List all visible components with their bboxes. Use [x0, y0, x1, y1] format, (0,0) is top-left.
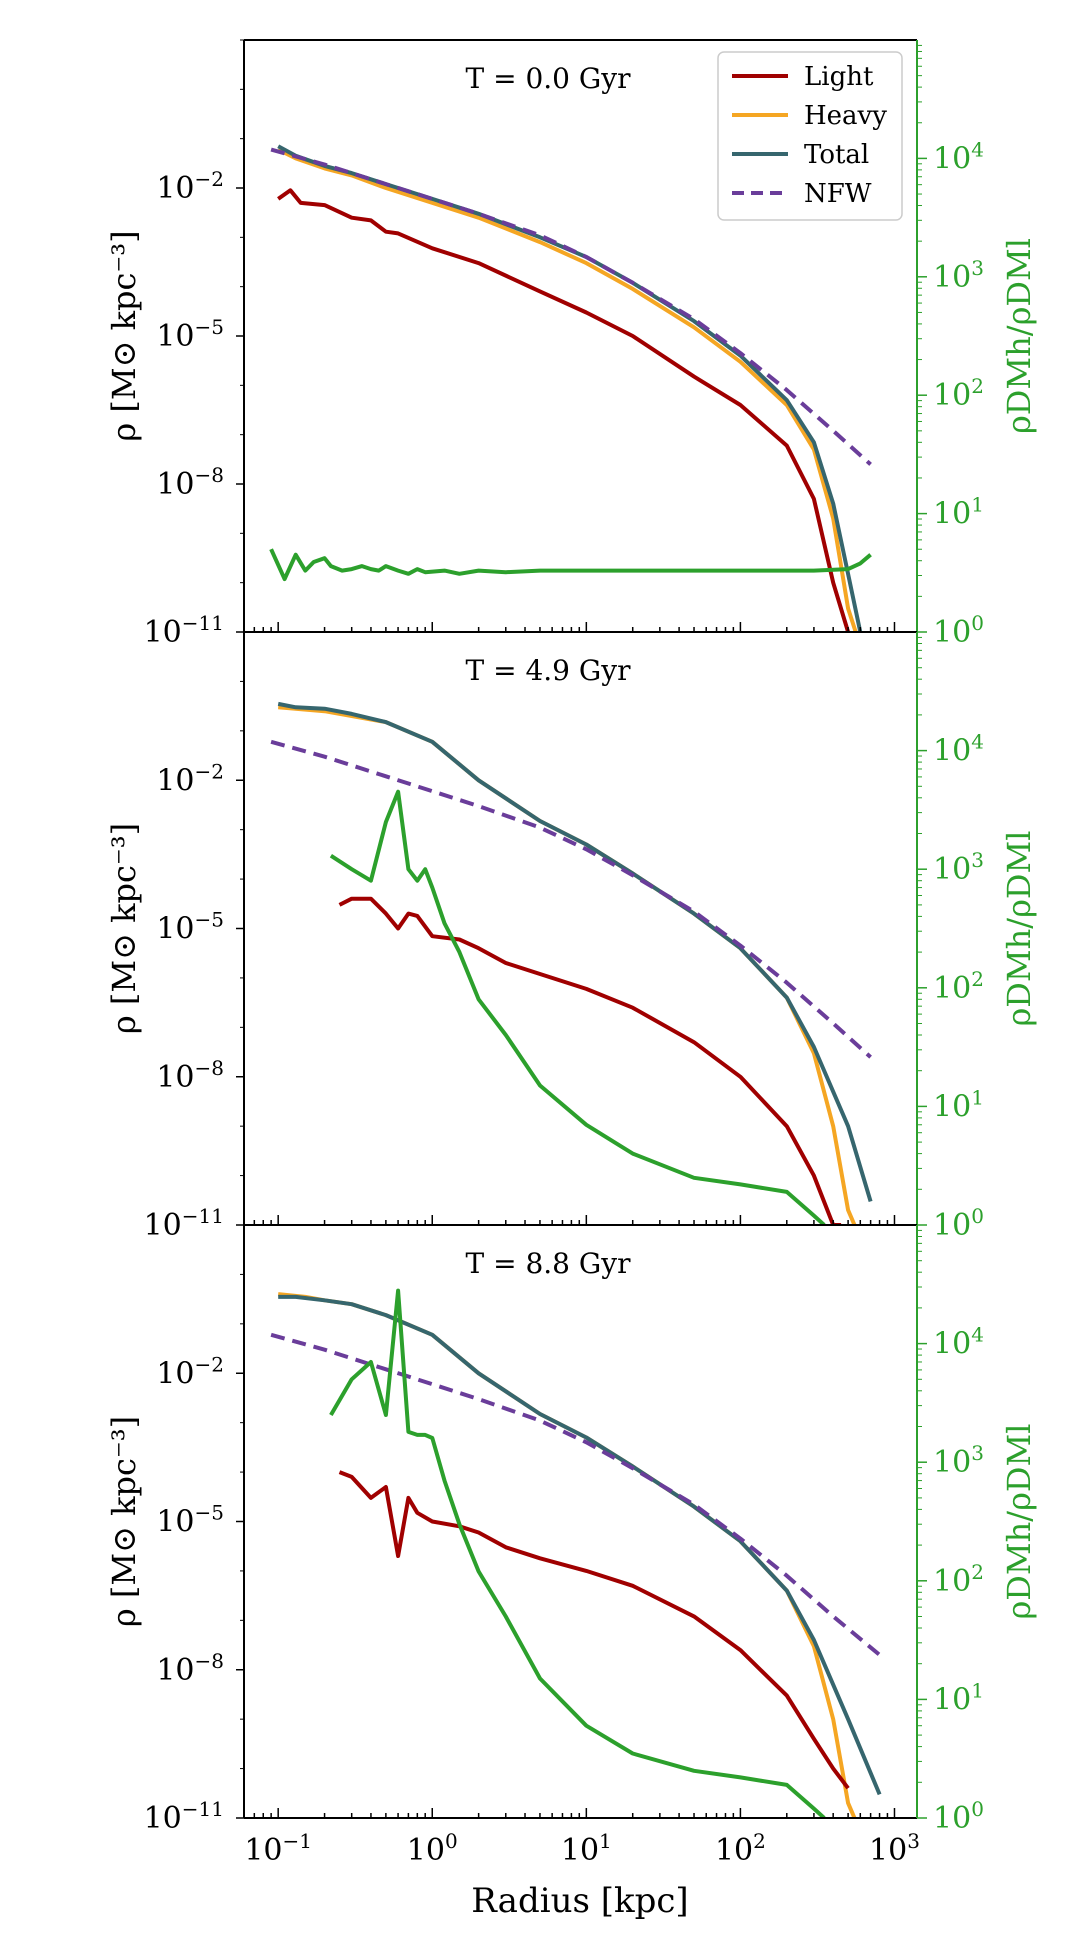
- y-left-axis-title: ρ [M⊙ kpc⁻³]: [105, 1416, 143, 1627]
- series-ratio-line: [269, 548, 872, 582]
- y-right-axis-title: ρDMh/ρDMl: [1000, 830, 1038, 1026]
- y-right-tick-label: 100: [933, 1797, 984, 1836]
- legend-box: [717, 51, 903, 221]
- y-left-tick-label: 10−11: [144, 1204, 224, 1243]
- y-left-tick-label: 10−5: [156, 315, 224, 354]
- y-left-tick-label: 10−11: [144, 611, 224, 650]
- y-right-axis-title: ρDMh/ρDMl: [1000, 238, 1038, 434]
- legend-label-heavy: Heavy: [804, 101, 887, 131]
- y-right-tick-label: 101: [933, 493, 984, 532]
- y-left-tick-label: 10−2: [156, 759, 224, 798]
- y-left-axis-title: ρ [M⊙ kpc⁻³]: [105, 230, 143, 441]
- y-left-tick-label: 10−2: [156, 167, 224, 206]
- y-right-tick-label: 104: [933, 137, 984, 176]
- y-left-tick-label: 10−5: [156, 1501, 224, 1540]
- series-heavy-line: [278, 705, 857, 1225]
- panel-1: 10−2 10−5 10−8 10−11 100 101 102 103 104 T = 0.0 …: [105, 39, 1038, 650]
- x-tick-label: 100: [407, 1829, 458, 1868]
- panel-series: [270, 701, 873, 1225]
- y-left-tick-label: 10−5: [156, 908, 224, 947]
- panel-series: [269, 144, 872, 632]
- y-right-axis-title: ρDMh/ρDMl: [1000, 1423, 1038, 1619]
- panel-title: T = 0.0 Gyr: [466, 62, 632, 95]
- panel-title: T = 4.9 Gyr: [466, 654, 632, 687]
- y-left-tick-label: 10−8: [156, 463, 224, 502]
- legend: Light Heavy Total NFW: [717, 51, 903, 221]
- series-nfw-line: [270, 1332, 881, 1657]
- legend-label-total: Total: [804, 140, 869, 170]
- legend-label-nfw: NFW: [804, 179, 872, 209]
- series-ratio-line: [329, 1288, 826, 1818]
- series-heavy-line: [277, 1292, 857, 1818]
- series-ratio-line: [329, 789, 826, 1225]
- legend-label-light: Light: [804, 62, 874, 92]
- y-right-tick-label: 100: [933, 611, 984, 650]
- series-nfw-line: [270, 147, 872, 466]
- panel-series: [270, 1288, 882, 1818]
- y-right-tick-label: 100: [933, 1204, 984, 1243]
- y-right-tick-label: 102: [933, 374, 984, 413]
- x-axis-title: Radius [kpc]: [471, 1881, 688, 1921]
- y-right-tick-label: 103: [933, 848, 984, 887]
- series-light-line: [277, 188, 851, 632]
- y-right-tick-label: 104: [933, 1323, 984, 1362]
- y-left-tick-label: 10−11: [144, 1797, 224, 1836]
- series-nfw-line: [270, 739, 872, 1059]
- panel-2: 10−2 10−5 10−8 10−11 100 101 102 103 104 T = 4.9 …: [105, 631, 1038, 1243]
- x-tick-label: 103: [869, 1829, 920, 1868]
- x-tick-label: 101: [561, 1829, 612, 1868]
- x-axis: 10−1 100 101 102 103 Radius [kpc]: [244, 1829, 920, 1921]
- x-tick-label: 102: [715, 1829, 766, 1868]
- y-right-tick-label: 101: [933, 1085, 984, 1124]
- y-left-tick-label: 10−8: [156, 1056, 224, 1095]
- x-tick-label: 10−1: [244, 1829, 312, 1868]
- panels: 10−2 10−5 10−8 10−11 100 101 102 103 104 T = 0.0 …: [105, 39, 1038, 1836]
- y-right-tick-label: 102: [933, 967, 984, 1006]
- y-right-tick-label: 102: [933, 1560, 984, 1599]
- series-light-line: [338, 1470, 850, 1790]
- y-left-tick-label: 10−8: [156, 1649, 224, 1688]
- y-left-tick-label: 10−2: [156, 1352, 224, 1391]
- y-right-tick-label: 103: [933, 256, 984, 295]
- series-total-line: [277, 701, 873, 1202]
- y-right-tick-label: 103: [933, 1441, 984, 1480]
- series-heavy-line: [277, 147, 858, 632]
- panel-title: T = 8.8 Gyr: [466, 1247, 632, 1280]
- y-right-tick-label: 104: [933, 730, 984, 769]
- series-light-line: [338, 896, 842, 1225]
- panel-3: 10−2 10−5 10−8 10−11 100 101 102 103 104 T = 8.8 …: [105, 1224, 1038, 1836]
- series-total-line: [278, 1294, 882, 1796]
- y-right-tick-label: 101: [933, 1678, 984, 1717]
- y-left-axis-title: ρ [M⊙ kpc⁻³]: [105, 823, 143, 1034]
